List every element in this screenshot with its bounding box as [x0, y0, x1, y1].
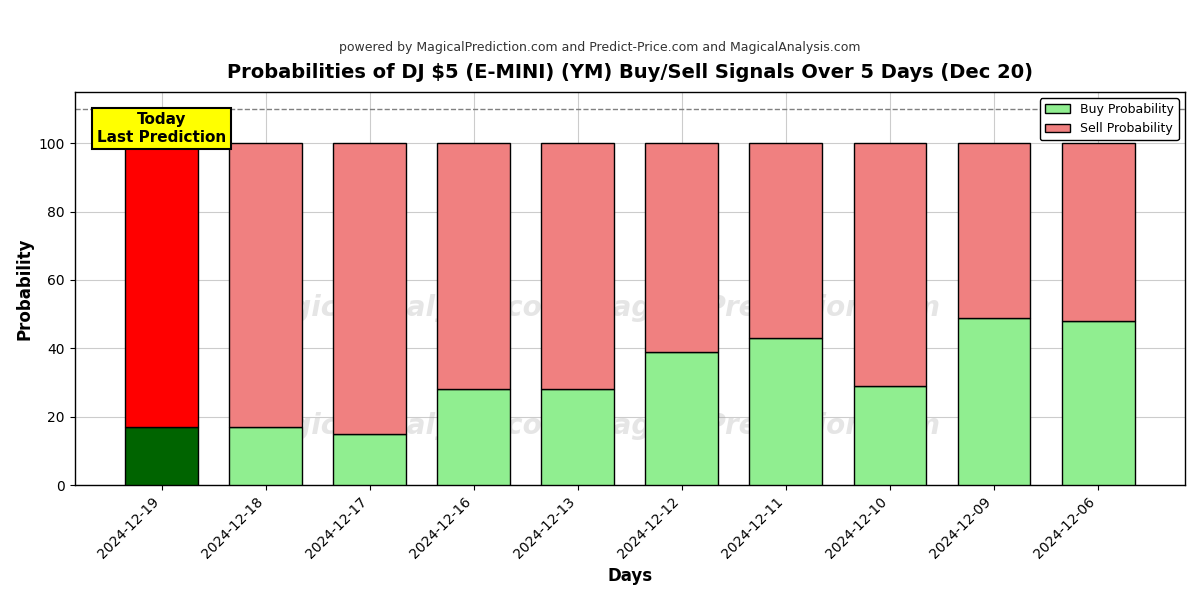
Text: MagicalAnalysis.com: MagicalAnalysis.com: [245, 412, 570, 440]
Bar: [541, 389, 614, 485]
Bar: [125, 143, 198, 427]
Bar: [125, 427, 198, 485]
Bar: [229, 143, 302, 427]
Bar: [437, 143, 510, 389]
Bar: [437, 389, 510, 485]
Y-axis label: Probability: Probability: [16, 237, 34, 340]
Bar: [646, 352, 719, 485]
Bar: [750, 338, 822, 485]
Text: powered by MagicalPrediction.com and Predict-Price.com and MagicalAnalysis.com: powered by MagicalPrediction.com and Pre…: [340, 41, 860, 54]
Bar: [646, 143, 719, 352]
Bar: [229, 427, 302, 485]
Bar: [334, 143, 406, 434]
Text: MagicalAnalysis.com: MagicalAnalysis.com: [245, 294, 570, 322]
Bar: [958, 143, 1031, 317]
Bar: [958, 317, 1031, 485]
Bar: [1062, 321, 1134, 485]
Legend: Buy Probability, Sell Probability: Buy Probability, Sell Probability: [1040, 98, 1178, 140]
Bar: [541, 143, 614, 389]
Bar: [853, 143, 926, 386]
Title: Probabilities of DJ $5 (E-MINI) (YM) Buy/Sell Signals Over 5 Days (Dec 20): Probabilities of DJ $5 (E-MINI) (YM) Buy…: [227, 63, 1033, 82]
X-axis label: Days: Days: [607, 567, 653, 585]
Text: MagicalPrediction.com: MagicalPrediction.com: [586, 294, 941, 322]
Bar: [1062, 143, 1134, 321]
Text: Today
Last Prediction: Today Last Prediction: [97, 112, 226, 145]
Text: MagicalPrediction.com: MagicalPrediction.com: [586, 412, 941, 440]
Bar: [853, 386, 926, 485]
Bar: [750, 143, 822, 338]
Bar: [334, 434, 406, 485]
